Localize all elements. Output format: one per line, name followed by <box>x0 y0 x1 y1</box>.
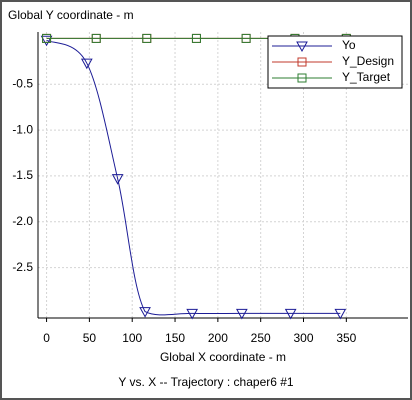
legend-marker <box>297 57 307 67</box>
legend-label: Y_Target <box>342 70 391 84</box>
data-point <box>111 174 124 185</box>
y-tick-label: -1.0 <box>12 122 33 136</box>
x-tick-label: 0 <box>43 331 50 345</box>
legend-marker <box>297 73 307 83</box>
x-tick-label: 300 <box>293 331 313 345</box>
x-tick-label: 100 <box>122 331 142 345</box>
data-point <box>284 308 297 320</box>
y-tick-label: -2.5 <box>12 260 33 274</box>
x-tick-label: 250 <box>251 331 271 345</box>
data-point <box>235 308 248 320</box>
y-tick-label: -2.0 <box>12 214 33 228</box>
data-point <box>191 33 201 43</box>
data-point <box>334 308 347 320</box>
x-tick-label: 50 <box>83 331 97 345</box>
data-point <box>42 33 52 43</box>
data-point <box>40 35 53 47</box>
y-tick-label: -1.5 <box>12 168 33 182</box>
x-tick-label: 150 <box>165 331 185 345</box>
legend-marker <box>296 41 308 53</box>
x-tick-label: 350 <box>336 331 356 345</box>
x-axis-title: Global X coordinate - m <box>160 350 286 364</box>
y-axis-title: Global Y coordinate - m <box>8 8 134 22</box>
data-point <box>139 307 151 318</box>
x-tick-label: 200 <box>208 331 228 345</box>
y-tick-label: -0.5 <box>12 76 33 90</box>
data-point <box>142 33 152 43</box>
data-point <box>241 33 251 43</box>
caption: Y vs. X -- Trajectory : chaper6 #1 <box>118 375 294 389</box>
legend-label: Yo <box>342 38 356 52</box>
legend-label: Y_Design <box>342 54 394 68</box>
data-point <box>80 58 93 70</box>
data-point <box>186 308 199 320</box>
data-point <box>91 33 101 43</box>
